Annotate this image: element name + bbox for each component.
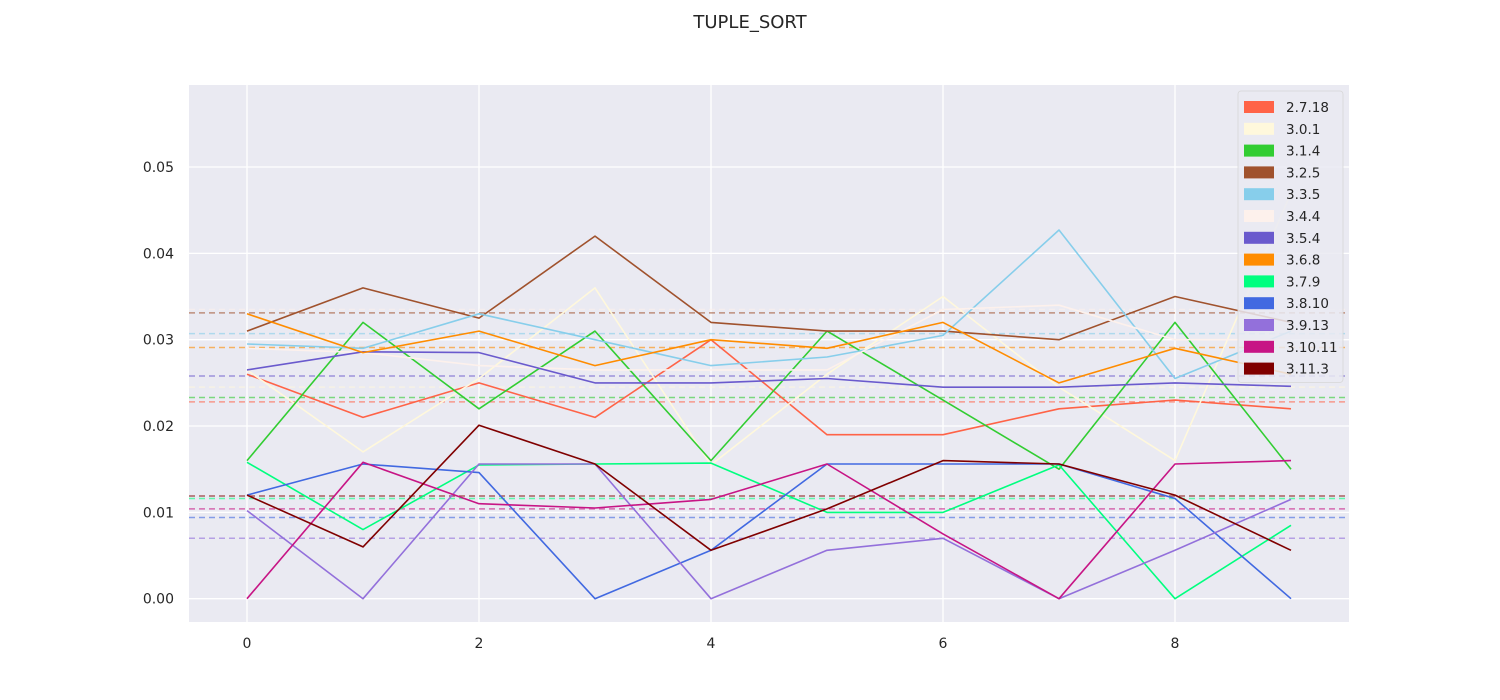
legend-swatch-3.3.5 xyxy=(1244,188,1274,201)
chart-title: TUPLE_SORT xyxy=(692,12,807,33)
legend-label-3.5.4: 3.5.4 xyxy=(1286,231,1320,247)
legend-swatch-3.11.3 xyxy=(1244,362,1274,375)
legend-label-3.1.4: 3.1.4 xyxy=(1286,144,1320,160)
y-tick-label: 0.04 xyxy=(143,246,174,262)
x-tick-label: 2 xyxy=(475,636,484,652)
mean-lines xyxy=(189,308,1349,540)
series-line-3.5.4 xyxy=(246,350,1292,389)
legend-swatch-2.7.18 xyxy=(1244,101,1274,113)
y-tick-label: 0.02 xyxy=(143,419,174,435)
legend-label-3.9.13: 3.9.13 xyxy=(1286,318,1329,334)
y-tick-label: 0.00 xyxy=(143,592,174,608)
legend-swatch-3.2.5 xyxy=(1244,166,1274,179)
series-line-3.11.3 xyxy=(246,424,1292,552)
legend-box xyxy=(1237,90,1344,383)
legend-swatch-3.6.8 xyxy=(1244,253,1274,266)
series-line-3.6.8 xyxy=(246,313,1292,384)
legend-label-3.6.8: 3.6.8 xyxy=(1286,253,1320,269)
legend-label-3.10.11: 3.10.11 xyxy=(1286,340,1338,356)
legend: 2.7.18 3.0.1 3.1.4 3.2.5 3.3.5 3.4.4 3.5.4 3.6.… xyxy=(1237,90,1344,383)
series-line-2.7.18 xyxy=(246,338,1292,436)
legend-label-3.4.4: 3.4.4 xyxy=(1286,209,1320,225)
legend-label-3.3.5: 3.3.5 xyxy=(1286,187,1320,203)
legend-swatch-3.5.4 xyxy=(1244,231,1274,244)
x-tick-label: 8 xyxy=(1171,636,1180,652)
legend-swatch-3.1.4 xyxy=(1244,144,1274,157)
legend-swatch-3.7.9 xyxy=(1244,275,1274,288)
series-line-3.4.4 xyxy=(246,304,1291,371)
series-line-3.9.13 xyxy=(246,463,1292,600)
legend-swatch-3.0.1 xyxy=(1244,122,1274,135)
legend-swatch-3.4.4 xyxy=(1244,210,1274,222)
series-line-3.3.5 xyxy=(246,229,1292,380)
x-tick-label: 4 xyxy=(707,636,716,652)
legend-swatch-3.9.13 xyxy=(1244,319,1274,331)
series-line-3.1.4 xyxy=(246,321,1292,471)
legend-label-3.11.3: 3.11.3 xyxy=(1286,362,1329,378)
series-line-3.8.10 xyxy=(246,463,1292,600)
y-tick-label: 0.05 xyxy=(143,160,174,176)
y-axis-ticks: 0.00 0.01 0.02 0.03 0.04 0.05 xyxy=(143,160,174,608)
y-tick-label: 0.03 xyxy=(143,333,174,349)
grid xyxy=(189,85,1349,622)
series-line-3.2.5 xyxy=(246,235,1292,341)
x-tick-label: 0 xyxy=(243,636,252,652)
legend-label-3.2.5: 3.2.5 xyxy=(1286,165,1320,181)
series-line-3.10.11 xyxy=(246,459,1292,600)
legend-label-2.7.18: 2.7.18 xyxy=(1286,100,1329,116)
legend-label-3.8.10: 3.8.10 xyxy=(1286,296,1329,312)
series-lines xyxy=(246,192,1292,600)
y-tick-label: 0.01 xyxy=(143,505,174,521)
legend-label-3.0.1: 3.0.1 xyxy=(1286,122,1320,138)
legend-label-3.7.9: 3.7.9 xyxy=(1286,274,1320,290)
x-axis-ticks: 0 2 4 6 8 xyxy=(243,636,1180,652)
x-tick-label: 6 xyxy=(939,636,948,652)
legend-swatch-3.10.11 xyxy=(1244,340,1274,353)
legend-swatch-3.8.10 xyxy=(1244,297,1274,310)
series-line-3.0.1 xyxy=(246,192,1292,466)
